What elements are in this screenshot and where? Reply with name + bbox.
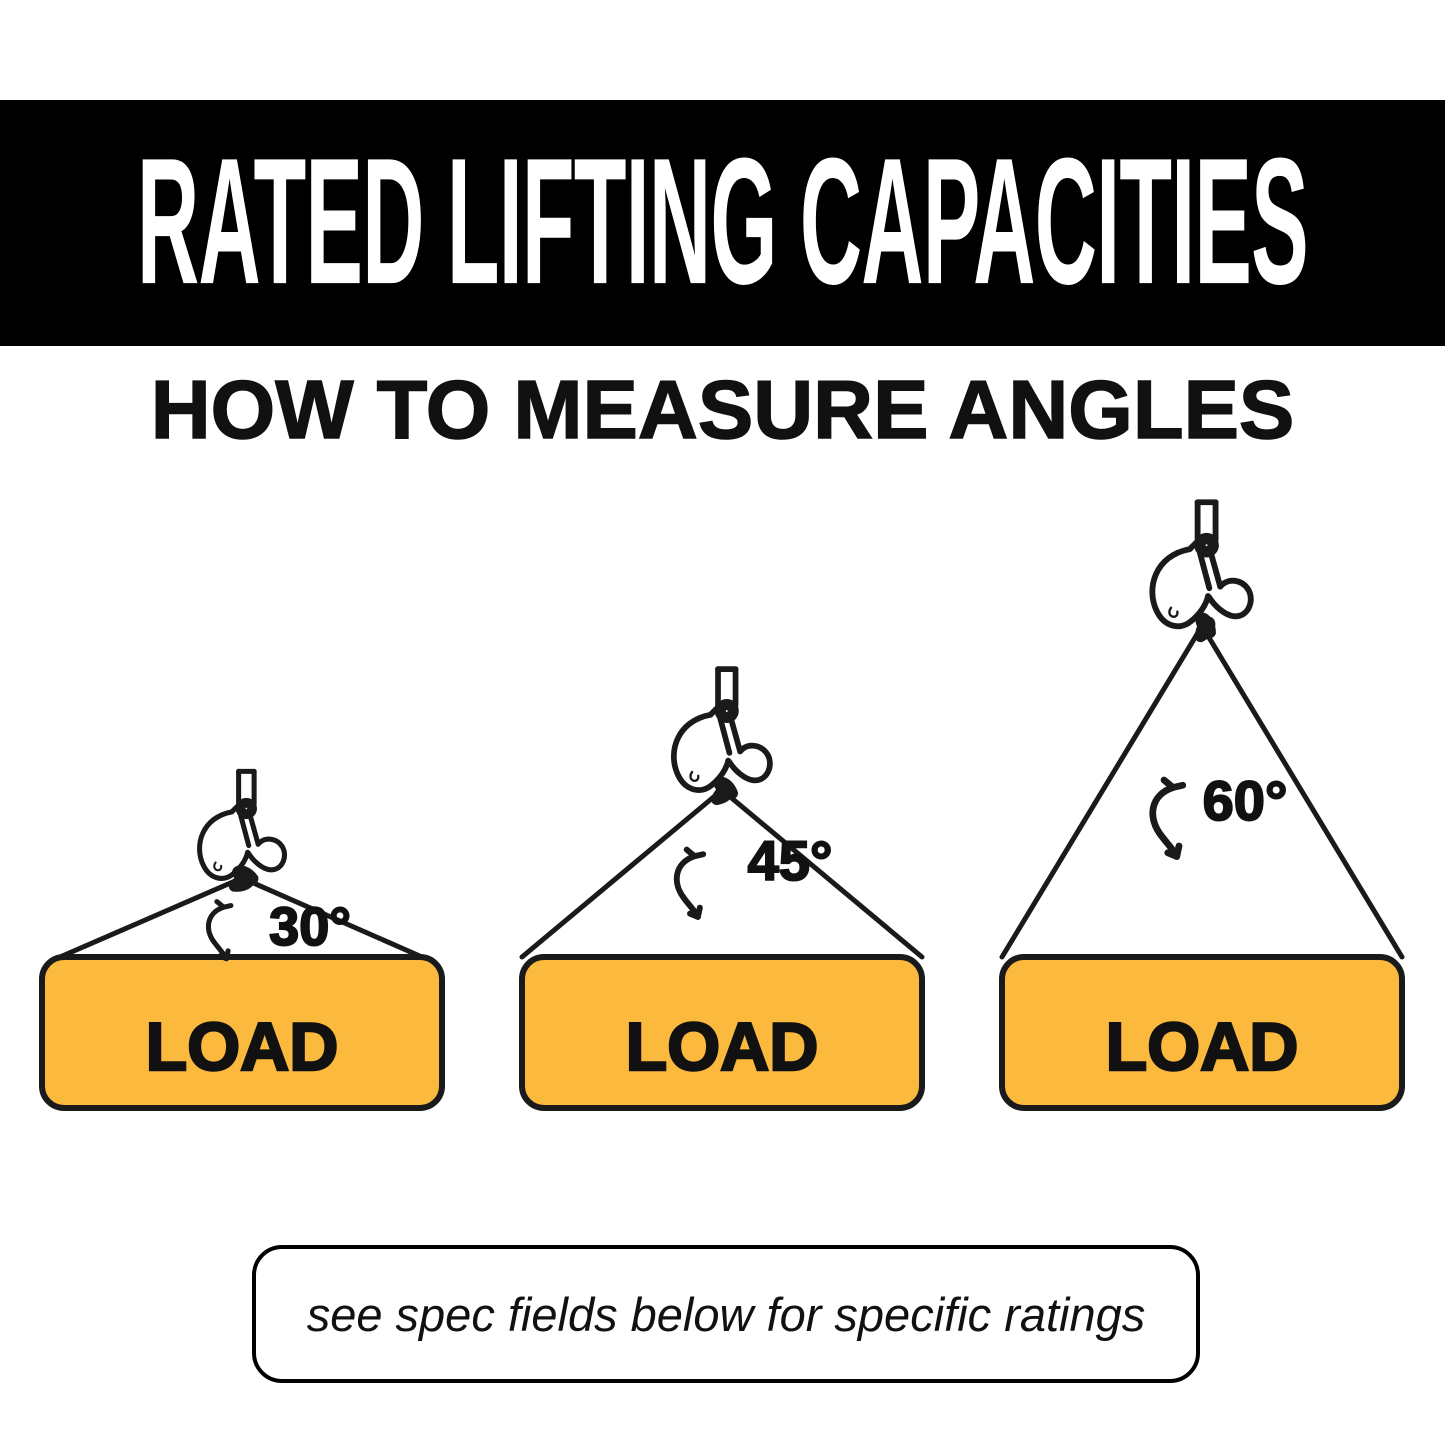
svg-text:LOAD: LOAD [626,1009,819,1085]
svg-text:45°: 45° [748,829,833,892]
svg-text:LOAD: LOAD [1106,1009,1299,1085]
svg-text:30°: 30° [269,897,351,957]
svg-text:60°: 60° [1203,769,1288,832]
svg-text:LOAD: LOAD [146,1009,339,1085]
